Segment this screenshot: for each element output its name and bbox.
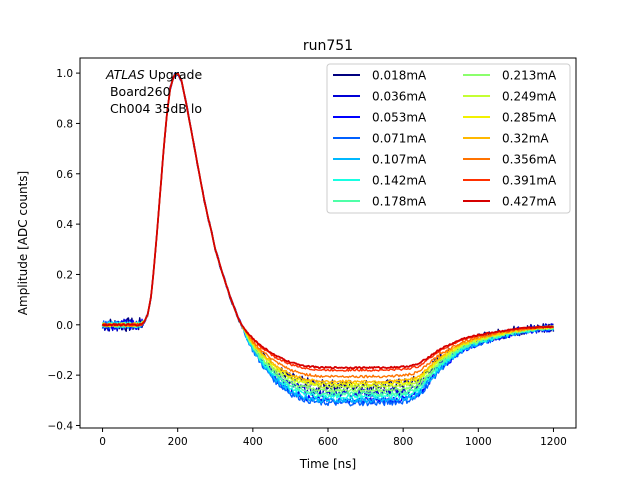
legend-label: 0.142mA	[372, 174, 427, 188]
legend-label: 0.356mA	[502, 153, 557, 167]
annotation-experiment-suffix: Upgrade	[145, 67, 203, 82]
y-tick-label: 0.0	[56, 320, 73, 332]
annotation-channel: Ch004 35dB lo	[106, 101, 202, 116]
x-tick-label: 200	[168, 436, 188, 448]
x-tick-label: 0	[99, 436, 106, 448]
legend-label: 0.285mA	[502, 111, 557, 125]
legend: 0.018mA 0.036mA 0.053mA 0.071mA 0.107mA 0.142…	[326, 63, 571, 214]
series-line	[101, 72, 554, 370]
x-tick-label: 600	[318, 436, 338, 448]
x-tick-label: 400	[243, 436, 263, 448]
annotation-experiment: ATLAS	[105, 67, 145, 82]
y-tick-label: 0.4	[56, 219, 73, 231]
y-axis: −0.4 −0.2 0.0 0.2 0.4 0.6 0.8 1.0	[48, 68, 80, 432]
x-tick-label: 1200	[540, 436, 567, 448]
legend-label: 0.427mA	[502, 195, 557, 209]
y-tick-label: 0.2	[56, 269, 73, 281]
x-tick-label: 800	[393, 436, 413, 448]
series-layer	[101, 72, 555, 407]
annotation-board: Board260	[106, 84, 171, 99]
legend-label: 0.391mA	[502, 174, 557, 188]
legend-label: 0.018mA	[372, 69, 427, 83]
x-axis-label: Time [ns]	[299, 457, 356, 471]
legend-label: 0.071mA	[372, 132, 427, 146]
legend-label: 0.249mA	[502, 90, 557, 104]
y-tick-label: −0.4	[48, 420, 74, 432]
y-tick-label: 1.0	[56, 68, 73, 80]
annotation-line-1: ATLAS Upgrade	[105, 67, 202, 82]
legend-label: 0.053mA	[372, 111, 427, 125]
x-tick-label: 1000	[465, 436, 492, 448]
y-tick-label: 0.6	[56, 169, 73, 181]
legend-label: 0.178mA	[372, 195, 427, 209]
legend-box	[326, 63, 571, 214]
y-axis-label: Amplitude [ADC counts]	[16, 171, 30, 315]
y-tick-label: −0.2	[48, 370, 74, 382]
legend-label: 0.036mA	[372, 90, 427, 104]
x-axis: 0 200 400 600 800 1000 1200	[99, 428, 567, 448]
legend-label: 0.107mA	[372, 153, 427, 167]
legend-label: 0.213mA	[502, 69, 557, 83]
annotation-block: ATLAS Upgrade Board260 Ch004 35dB lo	[105, 67, 202, 116]
legend-label: 0.32mA	[502, 132, 549, 146]
y-tick-label: 0.8	[56, 118, 73, 130]
chart-title: run751	[303, 38, 353, 54]
